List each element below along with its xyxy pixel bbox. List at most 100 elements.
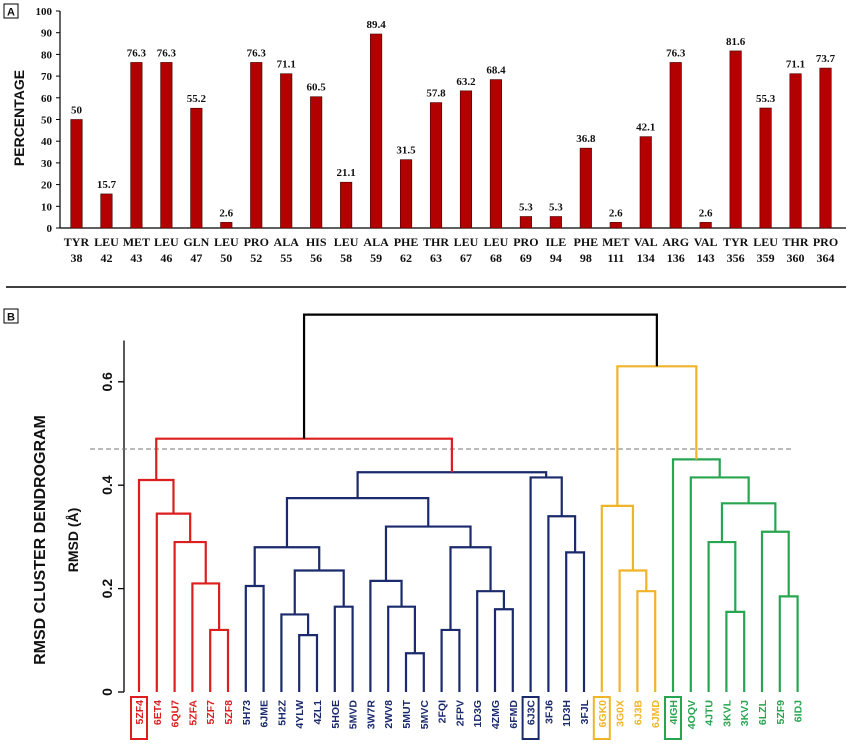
dendrogram-link [404,652,425,692]
category-number-label: 42 [100,251,112,265]
dendrogram-link [529,476,563,692]
category-number-label: 50 [220,251,232,265]
dendrogram-link [280,613,310,692]
category-number-label: 43 [130,251,142,265]
a-y-tick-label: 30 [41,158,53,170]
category-residue-label: ARG [662,235,689,249]
bar [699,222,712,229]
a-y-tick-label: 20 [41,180,53,192]
category-number-label: 356 [727,251,745,265]
dendrogram-link [369,579,403,692]
category-residue-label: LEU [484,235,509,249]
panel-b-tag: B [3,308,19,324]
panel-a-y-axis-label: PERCENTAGE [11,70,27,166]
bar-value-label: 76.3 [666,47,686,59]
bar [609,222,622,229]
category-residue-label: MET [602,235,629,249]
category-residue-label: LEU [334,235,359,249]
bar [160,62,173,229]
bar [819,67,832,229]
bar-value-label: 57.8 [426,88,446,100]
category-residue-label: LEU [214,235,239,249]
panel-b-dendrogram: B RMSD CLUSTER DENDROGRAM RMSD (Å) 00.20… [3,308,805,740]
panel-b-letter: B [7,312,15,324]
a-y-tick-label: 60 [41,93,53,105]
leaf-label: 6QU7 [170,700,182,728]
category-number-label: 136 [667,251,685,265]
leaf-label: 3KVJ [739,700,751,726]
bar [100,193,113,229]
bar-value-label: 76.3 [157,47,177,59]
category-residue-label: HIS [306,235,327,249]
b-y-tick-label: 0.4 [99,475,115,495]
bar-value-label: 36.8 [576,133,596,145]
leaf-label: 4YLW [294,700,306,729]
leaf-label: 5H2Z [276,699,288,725]
dendrogram-link [547,515,577,692]
bar-value-label: 21.1 [337,167,356,179]
a-y-tick-label: 100 [36,6,53,18]
leaf-label: 6ET4 [152,700,164,725]
category-number-label: 360 [787,251,805,265]
bar [789,73,802,229]
category-number-label: 364 [817,251,835,265]
bar [340,181,353,229]
panel-a-value-labels: 50 15.7 76.3 76.3 55.2 2.6 76.3 71.1 60.5 21.1 89.… [71,19,836,219]
dendrogram-link [600,504,635,692]
dendrogram-link [671,458,721,692]
category-number-label: 143 [697,251,715,265]
category-residue-label: THR [783,235,809,249]
dendrogram-link [191,582,221,692]
category-number-label: 56 [310,251,322,265]
bar-value-label: 5.3 [549,201,563,213]
bar-value-label: 55.3 [756,93,776,105]
panel-b-y-axis-label: RMSD (Å) [65,508,81,573]
dendrogram-link [155,437,453,481]
leaf-label: 3G0X [615,700,627,727]
bar [759,107,772,229]
category-number-label: 63 [430,251,442,265]
leaf-label: 1D3G [472,700,484,727]
bar [400,159,413,229]
leaf-label: 5ZF4 [134,700,146,725]
category-residue-label: LEU [454,235,479,249]
category-number-label: 359 [757,251,775,265]
category-residue-label: PRO [813,235,838,249]
leaf-label: 5MVD [348,700,360,730]
panel-b-title-label: RMSD CLUSTER DENDROGRAM [32,415,49,665]
leaf-label: 4ZL1 [312,700,324,725]
bar-value-label: 73.7 [816,53,836,65]
a-y-tick-label: 40 [41,136,53,148]
panel-a-category-labels: TYR 38 LEU 42 MET 43 LEU 46 GLN 47 LEU 50 PRO 52 ALA 55… [64,235,838,265]
leaf-label: 3KVL [721,699,733,726]
bar [190,107,203,229]
dendrogram-link [209,628,230,692]
leaf-label: 5ZF8 [223,700,235,725]
dendrogram-link [725,610,746,692]
panel-b-leaf-labels: 5ZF4 6ET4 6QU7 5ZFA 5ZF7 5ZF8 5H73 6JME 5H2Z 4YLW… [130,696,805,740]
category-number-label: 69 [520,251,532,265]
bar [70,119,83,229]
dendrogram-link [493,608,514,692]
leaf-label: 3FJL [579,699,591,724]
a-y-tick-label: 10 [41,201,53,213]
dendrogram-link [689,476,750,692]
category-number-label: 46 [160,251,172,265]
panel-a-tag: A [3,3,19,19]
leaf-label: 5ZFA [187,700,199,726]
leaf-label: 2FPV [454,700,466,726]
category-residue-label: PHE [394,235,419,249]
bar [310,96,323,229]
dendrogram-link [173,540,207,692]
category-number-label: 47 [190,251,202,265]
category-number-label: 58 [340,251,352,265]
leaf-label: 2FQI [437,700,449,723]
bar-value-label: 55.2 [187,93,207,105]
category-number-label: 52 [250,251,262,265]
panel-b-axis: 0 0.2 0.4 0.6 [90,340,792,696]
dendrogram-link [778,595,799,692]
bar [220,222,233,229]
dendrogram-link [155,512,192,692]
dendrogram-link [720,502,777,543]
